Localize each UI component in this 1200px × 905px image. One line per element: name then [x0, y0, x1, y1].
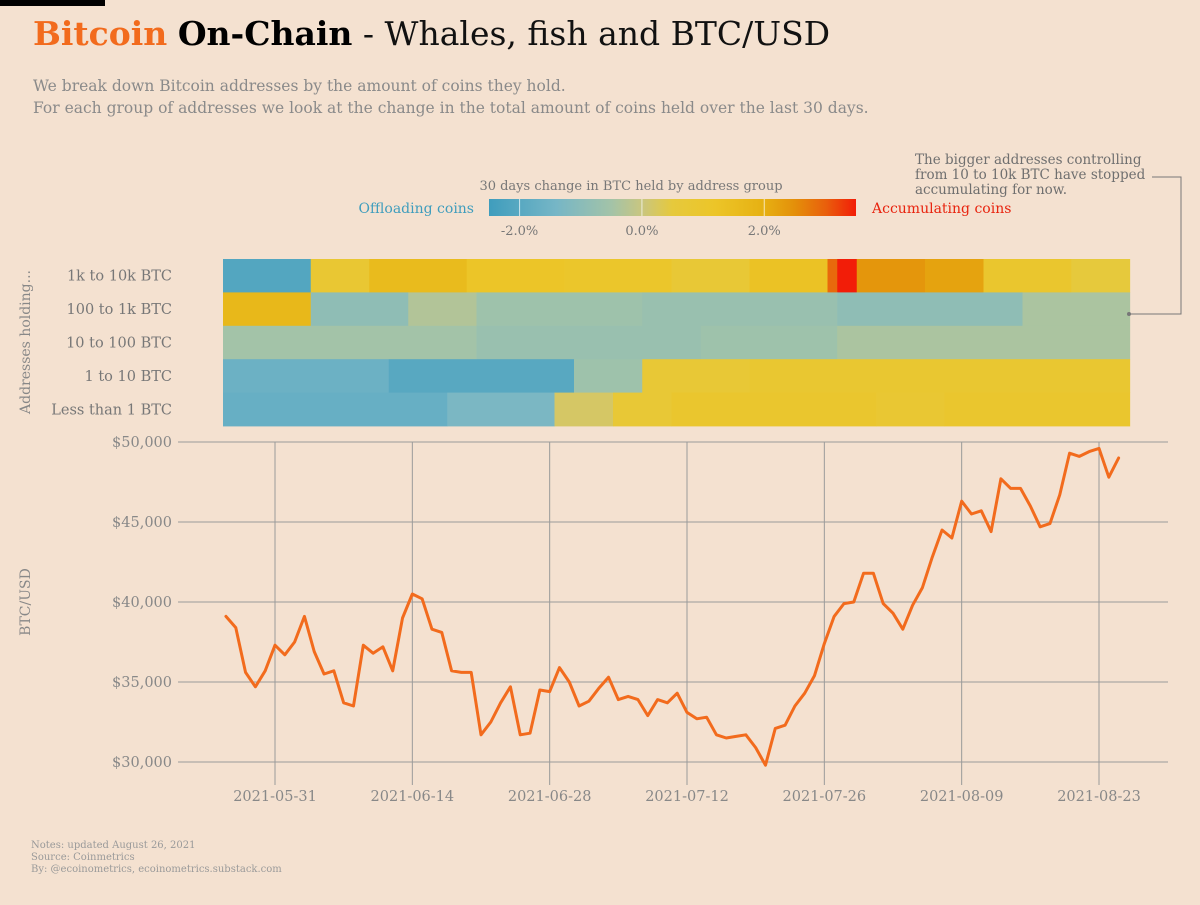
x-tick-label: 2021-07-26: [783, 789, 867, 805]
notes-line-2: Source: Coinmetrics: [31, 852, 135, 863]
y-tick-label: $45,000: [112, 515, 172, 531]
heatmap-legend-title: 30 days change in BTC held by address gr…: [479, 179, 782, 194]
annotation-dot: [1127, 312, 1131, 316]
heatmap-cell: [827, 259, 838, 293]
heatmap-row-label: 10 to 100 BTC: [66, 336, 172, 352]
heatmap-cell: [223, 359, 390, 393]
annotation-line: The bigger addresses controlling: [915, 152, 1142, 168]
legend-high-label: Accumulating coins: [871, 201, 1011, 217]
legend-colorbar: [489, 199, 856, 216]
legend-tick-label: 2.0%: [748, 224, 781, 239]
heatmap-row-label: 1k to 10k BTC: [67, 269, 172, 285]
heatmap-cell: [310, 292, 409, 327]
heatmap-cell: [574, 359, 643, 393]
heatmap-cell: [369, 259, 468, 293]
subtitle-line-2: For each group of addresses we look at t…: [33, 99, 869, 117]
heatmap-cell: [466, 259, 565, 293]
x-tick-label: 2021-08-23: [1057, 789, 1141, 805]
heatmap-cell: [642, 359, 750, 393]
heatmap-cell: [476, 292, 643, 327]
heatmap-cell: [223, 259, 312, 293]
annotation-line: accumulating for now.: [915, 182, 1067, 198]
heatmap-cell: [749, 259, 828, 293]
heatmap-cell: [983, 259, 1072, 293]
heatmap-cell: [671, 392, 877, 427]
top-accent-bar: [0, 0, 105, 6]
heatmap-cell: [700, 325, 838, 360]
annotation-line: from 10 to 10k BTC have stopped: [915, 167, 1146, 183]
heatmap-cell: [925, 259, 984, 293]
x-tick-label: 2021-06-28: [508, 789, 592, 805]
y-axis-label: BTC/USD: [18, 568, 34, 636]
heatmap-cell: [749, 359, 1131, 393]
annotation-connector: [1131, 176, 1182, 315]
legend-tick-label: -2.0%: [501, 224, 538, 239]
btc-price-line: [224, 446, 1121, 767]
heatmap-cell: [223, 292, 312, 327]
legend-low-label: Offloading coins: [359, 201, 475, 217]
heatmap-row-label: Less than 1 BTC: [51, 402, 172, 418]
title-rest: - Whales, fish and BTC/USD: [362, 14, 831, 53]
heatmap-cell: [408, 292, 477, 327]
heatmap-row-label: 100 to 1k BTC: [67, 302, 173, 318]
heatmap-cell: [223, 392, 448, 427]
notes-line-3: By: @ecoinometrics, ecoinometrics.substa…: [31, 864, 282, 875]
y-tick-label: $40,000: [112, 595, 172, 611]
y-tick-label: $50,000: [112, 435, 172, 451]
heatmap-cell: [837, 259, 858, 293]
x-tick-label: 2021-06-14: [371, 789, 455, 805]
heatmap-row-label: 1 to 10 BTC: [85, 369, 172, 385]
heatmap-cell: [310, 259, 370, 293]
heatmap-cell: [1022, 292, 1131, 327]
heatmap-y-axis-label: Addresses holding...: [18, 270, 34, 415]
heatmap-cell: [1071, 259, 1131, 293]
heatmap-cell: [837, 292, 1023, 327]
heatmap-cell: [856, 259, 926, 293]
heatmap-cell: [613, 392, 672, 427]
chart-title: Bitcoin On-Chain - Whales, fish and BTC/…: [33, 14, 830, 53]
heatmap-cell: [223, 325, 477, 360]
heatmap-cell: [476, 325, 702, 360]
heatmap-cell: [876, 392, 945, 427]
x-tick-label: 2021-07-12: [645, 789, 729, 805]
y-tick-label: $30,000: [112, 755, 172, 771]
heatmap-cell: [554, 392, 614, 427]
heatmap-cell: [837, 325, 1131, 360]
notes-line-1: Notes: updated August 26, 2021: [31, 840, 196, 851]
heatmap-cell: [642, 292, 838, 327]
chart-notes: Notes: updated August 26, 2021 Source: C…: [31, 840, 282, 876]
x-tick-label: 2021-08-09: [920, 789, 1004, 805]
title-bold: On-Chain: [177, 14, 353, 53]
heatmap-cell: [447, 392, 555, 427]
chart-subtitle: We break down Bitcoin addresses by the a…: [33, 75, 869, 119]
legend-tick-label: 0.0%: [625, 224, 658, 239]
y-tick-label: $35,000: [112, 675, 172, 691]
heatmap-cell: [944, 392, 1131, 427]
heatmap-cell: [564, 259, 672, 293]
heatmap-cell: [671, 259, 750, 293]
heatmap-cell: [388, 359, 575, 393]
x-tick-label: 2021-05-31: [233, 789, 317, 805]
title-brand: Bitcoin: [33, 14, 168, 53]
subtitle-line-1: We break down Bitcoin addresses by the a…: [33, 77, 566, 95]
